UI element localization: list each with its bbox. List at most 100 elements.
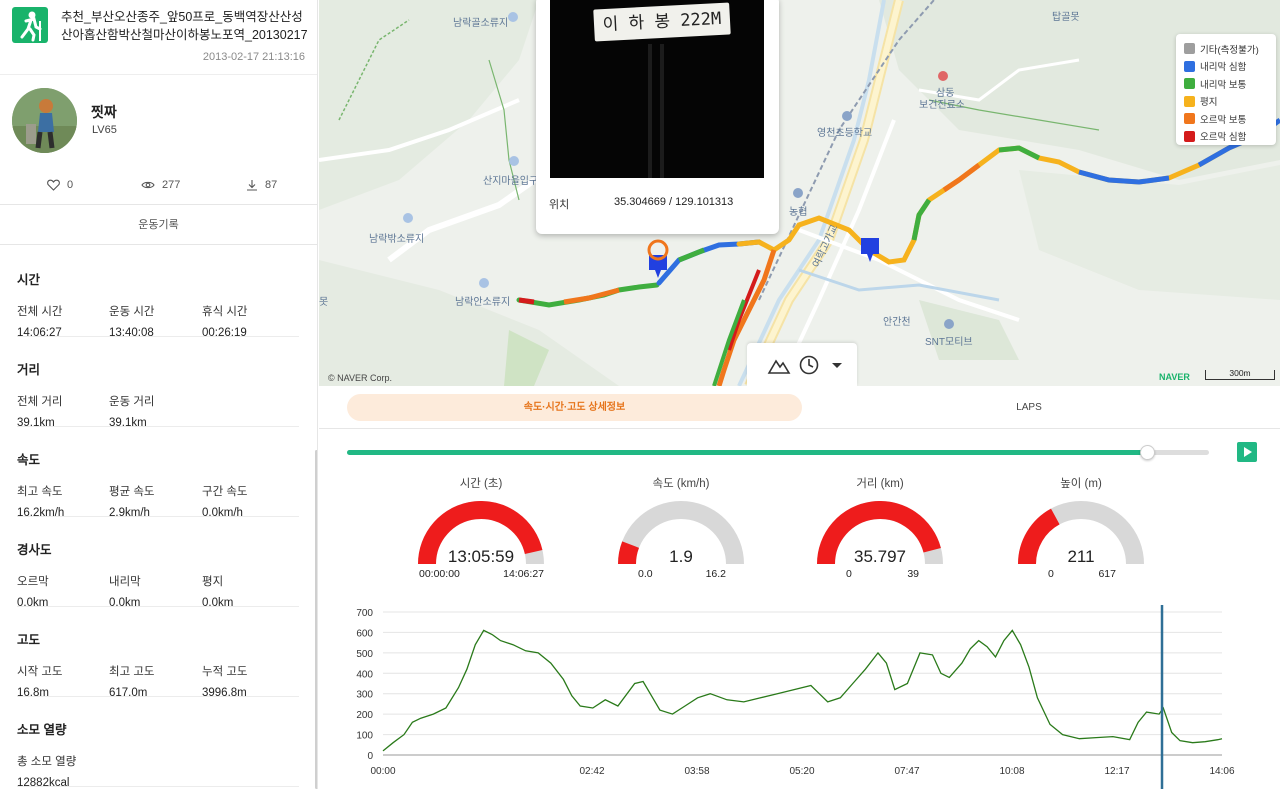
mountain-icon[interactable] [767,353,791,377]
like-stat[interactable]: 0 [47,179,73,191]
stat-value: 0.0km/h [202,507,243,519]
tab-laps[interactable]: LAPS [1016,402,1042,413]
section-values: 총 소모 열량 12882kcal [17,753,299,789]
section-values: 최고 속도 16.2km/h 평균 속도 2.9km/h 구간 속도 0.0km/h [17,483,299,523]
map-canvas[interactable] [319,0,1280,386]
stat-value: 16.8m [17,687,49,699]
stat-label: 구간 속도 [202,486,248,498]
popup-location-label: 위치 [549,199,570,211]
section-values: 시작 고도 16.8m 최고 고도 617.0m 누적 고도 3996.8m [17,663,299,703]
section-values: 오르막 0.0km 내리막 0.0km 평지 0.0km [17,573,299,613]
section-values: 전체 거리 39.1km 운동 거리 39.1km [17,393,299,433]
avatar[interactable] [12,88,77,153]
elevation-chart[interactable]: 0 100 200 300 400 500 600 700 00:00 02:42 03:58 05:… [319,600,1280,789]
activity-title: 추천_부산오산종주_앞50프로_동백역장산산성산아홉산함박산철마산이하봉노포역_… [61,10,308,42]
stat-label: 최고 속도 [17,486,63,498]
popup-location-value: 35.304669 / 129.101313 [614,196,734,208]
download-count: 87 [265,179,278,191]
stat-value: 12882kcal [17,777,70,789]
stat-value: 0.0km [202,597,234,609]
gauge-max: 14:06:27 [503,568,544,580]
legend-item: 내리막 심함 [1184,58,1268,76]
gauge-title: 속도 (km/h) [652,478,710,490]
heart-icon [47,179,60,191]
gauge: 시간 (초) 13:05:59 00:00:00 14:06:27 [401,475,561,585]
stat-label: 전체 거리 [17,396,63,408]
map-label: 영천초등학교 [817,128,873,139]
stat-value: 0.0km [17,597,49,609]
gauge-min: 00:00:00 [419,568,460,580]
gauge: 속도 (km/h) 1.9 0.0 16.2 [601,475,761,585]
tab-detail-info[interactable]: 속도·시간·고도 상세정보 [347,394,802,421]
map-scale: 300m [1205,369,1275,380]
gauge-title: 시간 (초) [459,478,503,490]
left-panel: 추천_부산오산종주_앞50프로_동백역장산산성산아홉산함박산철마산이하봉노포역_… [0,0,318,789]
section-5: 소모 열량 총 소모 열량 12882kcal [17,697,299,789]
map-label: 안간천 [883,317,911,328]
section-title: 시간 [17,273,41,287]
gauge-fill [418,501,543,565]
download-stat[interactable]: 87 [246,179,277,191]
photo-popup[interactable]: 이 하 봉 222M 위치 35.304669 / 129.101313 [536,0,779,234]
x-tick-label: 07:47 [894,766,919,777]
clock-icon[interactable] [797,353,821,377]
naver-logo[interactable]: NAVER [1159,372,1190,382]
hiking-icon [12,7,48,43]
play-button[interactable] [1237,442,1257,462]
stat-value: 16.2km/h [17,507,65,519]
x-tick-label: 05:20 [789,766,814,777]
y-tick-label: 500 [356,649,373,660]
section-4: 고도 시작 고도 16.8m 최고 고도 617.0m 누적 고도 3996.8m [17,607,299,699]
route-map[interactable]: 남락골소류지 산지마을입구 남락밖소류지 남락안소류지 영천초등학교 농협 삼동 보건진료소 안… [319,0,1280,386]
signpost-graphic [648,44,664,178]
gauge-arc [618,501,744,565]
legend-item: 오르막 심함 [1184,128,1268,146]
map-label: 농협 [789,207,808,218]
activity-date: 2013-02-17 21:13:16 [202,51,305,63]
gauge-min: 0 [846,568,852,580]
y-tick-label: 0 [367,751,373,762]
user-name[interactable]: 찟짜 [91,104,117,120]
elevation-chart-svg: 0 100 200 300 400 500 600 700 00:00 02:42 03:58 05:… [356,605,1235,789]
scrollbar[interactable] [315,450,317,789]
section-1: 거리 전체 거리 39.1km 운동 거리 39.1km [17,337,299,429]
stat-cell: 전체 거리 39.1km [17,393,107,429]
playback-track[interactable] [347,450,1209,455]
stat-label: 휴식 시간 [202,306,248,318]
playback-bar [319,430,1280,475]
legend-item: 기타(측정불가) [1184,40,1268,58]
download-icon [247,180,257,191]
like-count: 0 [67,179,74,191]
legend-label: 내리막 보통 [1200,79,1247,91]
y-tick-label: 200 [356,710,373,721]
stat-value: 0.0km [109,597,141,609]
chevron-down-icon[interactable] [825,353,849,377]
record-sections: 시간 전체 시간 14:06:27 운동 시간 13:40:08 휴식 시간 00:26:1… [0,247,316,789]
y-tick-label: 600 [356,628,373,639]
popup-photo: 이 하 봉 222M [550,0,764,178]
legend-label: 기타(측정불가) [1200,44,1259,56]
gauge-min: 0 [1048,568,1054,580]
gauge-max: 16.2 [705,568,726,580]
gauge-value: 211 [1067,547,1095,566]
section-0: 시간 전체 시간 14:06:27 운동 시간 13:40:08 휴식 시간 00:26:1… [17,247,299,339]
gauge-value: 1.9 [669,547,693,566]
x-tick-label: 12:17 [1104,766,1129,777]
gauge-max: 39 [907,568,919,580]
stat-label: 평균 속도 [109,486,155,498]
section-2: 속도 최고 속도 16.2km/h 평균 속도 2.9km/h 구간 속도 0.0km/h [17,427,299,519]
gauge-title: 거리 (km) [856,478,904,490]
gauge-arc [1018,501,1144,565]
gauge-track [618,501,744,565]
x-tick-label: 03:58 [684,766,709,777]
stat-cell: 전체 시간 14:06:27 [17,303,107,339]
playback-handle[interactable] [1140,445,1156,460]
user-level: LV65 [92,124,117,136]
section-title: 고도 [17,633,41,647]
tab-exercise-record[interactable]: 운동기록 [0,205,317,245]
stat-label: 누적 고도 [202,666,248,678]
view-stat: 277 [141,179,180,191]
legend-label: 오르막 심함 [1200,132,1247,144]
legend-item: 오르막 보통 [1184,110,1268,128]
